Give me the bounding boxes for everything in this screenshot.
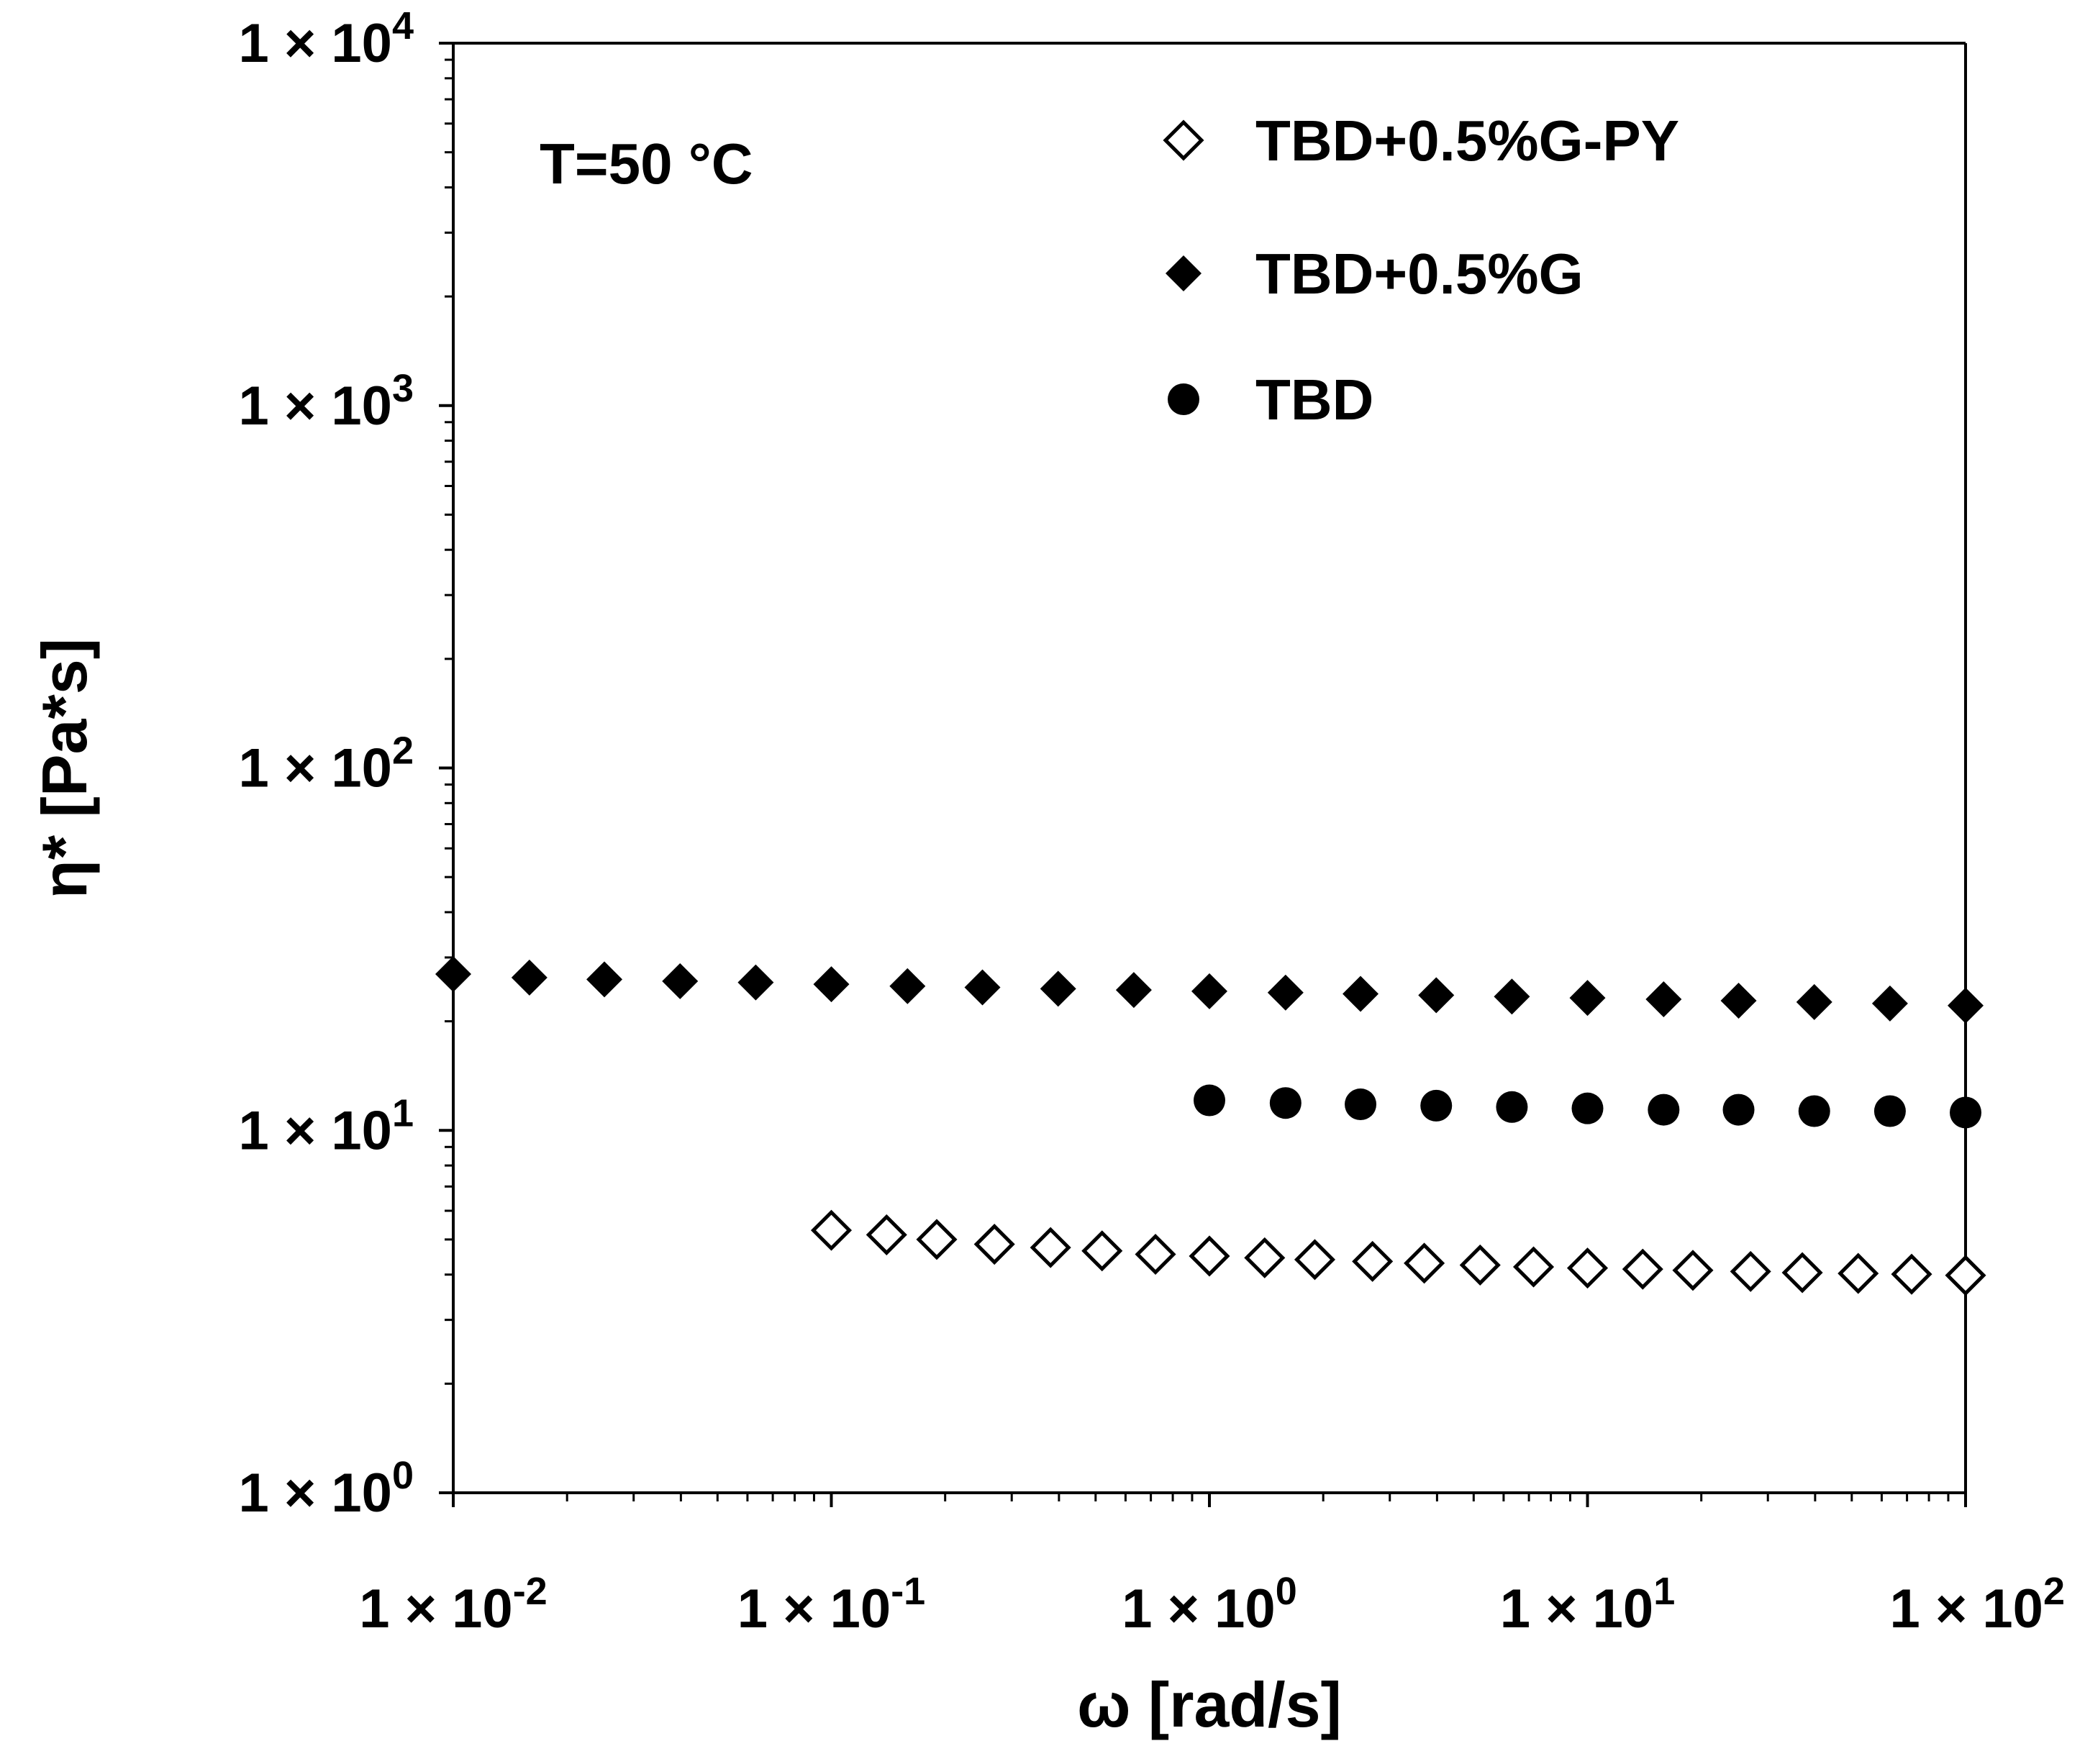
x-tick-label: 1 × 10-1 bbox=[737, 1570, 925, 1640]
data-point bbox=[1722, 1094, 1755, 1126]
data-point bbox=[1796, 983, 1832, 1020]
legend-item: TBD+0.5%G-PY bbox=[1163, 109, 1679, 173]
data-point bbox=[916, 1219, 958, 1260]
data-point bbox=[1494, 978, 1530, 1015]
data-point bbox=[1950, 1096, 1981, 1129]
data-point bbox=[1873, 1095, 1906, 1127]
data-point bbox=[1191, 973, 1227, 1009]
data-point bbox=[973, 1224, 1015, 1265]
data-point bbox=[1459, 1244, 1501, 1286]
y-tick-label: 1 × 102 bbox=[239, 729, 414, 799]
data-point bbox=[1871, 985, 1908, 1022]
x-tick-label: 1 × 100 bbox=[1122, 1570, 1296, 1640]
data-point bbox=[1730, 1250, 1771, 1292]
x-tick-label: 1 × 101 bbox=[1500, 1570, 1675, 1640]
legend: TBD+0.5%G-PY TBD+0.5%G TBD bbox=[1163, 109, 1679, 432]
series-2 bbox=[1194, 1084, 1981, 1129]
series-layer bbox=[435, 955, 1986, 1296]
data-point bbox=[1404, 1242, 1445, 1284]
data-point bbox=[1781, 1252, 1823, 1294]
data-point bbox=[1244, 1237, 1286, 1278]
x-major-ticks bbox=[452, 1493, 1967, 1507]
legend-item: TBD+0.5%G bbox=[1166, 242, 1584, 306]
data-point bbox=[1945, 1255, 1986, 1296]
data-point bbox=[1269, 1087, 1302, 1119]
data-point bbox=[813, 966, 850, 1003]
data-point bbox=[1648, 1094, 1680, 1126]
data-point bbox=[964, 969, 1001, 1006]
data-point bbox=[1030, 1227, 1071, 1268]
data-point bbox=[1645, 981, 1682, 1018]
data-point bbox=[1798, 1095, 1830, 1127]
series-0 bbox=[810, 1209, 1986, 1296]
series-1 bbox=[435, 955, 1984, 1024]
y-tick-label: 1 × 101 bbox=[239, 1091, 414, 1161]
data-point bbox=[1040, 970, 1076, 1007]
data-point bbox=[1948, 987, 1984, 1024]
data-point bbox=[1343, 976, 1379, 1012]
legend-label: TBD bbox=[1255, 368, 1373, 432]
x-tick-label: 1 × 102 bbox=[1890, 1570, 2065, 1640]
data-point bbox=[662, 963, 699, 999]
y-tick-label: 1 × 104 bbox=[239, 4, 414, 74]
data-point bbox=[1496, 1091, 1528, 1123]
data-point bbox=[1294, 1239, 1336, 1281]
data-point bbox=[511, 959, 548, 996]
legend-marker bbox=[1168, 383, 1199, 415]
x-tick-label: 1 × 10-2 bbox=[359, 1570, 547, 1640]
data-point bbox=[1720, 982, 1757, 1019]
y-axis-label: η* [Pa*s] bbox=[29, 638, 100, 899]
data-point bbox=[1838, 1252, 1879, 1294]
y-tick-label: 1 × 103 bbox=[239, 367, 414, 437]
data-point bbox=[1352, 1240, 1394, 1282]
data-point bbox=[1345, 1088, 1377, 1121]
x-minor-ticks bbox=[565, 1493, 1950, 1501]
data-point bbox=[1569, 980, 1606, 1017]
data-point bbox=[1194, 1084, 1225, 1117]
data-point bbox=[586, 961, 623, 998]
data-point bbox=[1081, 1230, 1123, 1272]
data-point bbox=[1189, 1235, 1230, 1277]
data-point bbox=[1891, 1253, 1932, 1295]
y-major-ticks bbox=[439, 42, 453, 1494]
data-point bbox=[1135, 1233, 1176, 1276]
data-point bbox=[889, 968, 926, 1004]
data-point bbox=[737, 964, 774, 1001]
legend-item: TBD bbox=[1168, 368, 1373, 432]
data-point bbox=[1267, 974, 1304, 1011]
data-point bbox=[1115, 972, 1152, 1009]
data-point bbox=[1571, 1092, 1604, 1124]
data-point bbox=[1420, 1089, 1453, 1122]
legend-marker bbox=[1163, 119, 1204, 161]
data-point bbox=[866, 1214, 907, 1255]
data-point bbox=[810, 1209, 853, 1251]
legend-marker bbox=[1166, 255, 1202, 291]
x-axis-label: ω [rad/s] bbox=[1077, 1669, 1342, 1740]
data-point bbox=[1512, 1246, 1555, 1288]
x-tick-labels: 1 × 10-2 1 × 10-1 1 × 100 1 × 101 1 × 102 bbox=[359, 1570, 2065, 1640]
y-minor-ticks bbox=[445, 58, 453, 1385]
data-point bbox=[1672, 1250, 1714, 1291]
data-point bbox=[1622, 1248, 1663, 1290]
legend-label: TBD+0.5%G bbox=[1255, 242, 1584, 306]
y-tick-label: 1 × 100 bbox=[239, 1454, 414, 1524]
y-tick-labels: 1 × 100 1 × 101 1 × 102 1 × 103 1 × 104 bbox=[239, 4, 414, 1524]
data-point bbox=[1566, 1247, 1609, 1289]
temperature-annotation: T=50 °C bbox=[540, 132, 753, 196]
data-point bbox=[1418, 977, 1455, 1014]
legend-label: TBD+0.5%G-PY bbox=[1255, 109, 1679, 173]
data-point bbox=[435, 955, 471, 992]
